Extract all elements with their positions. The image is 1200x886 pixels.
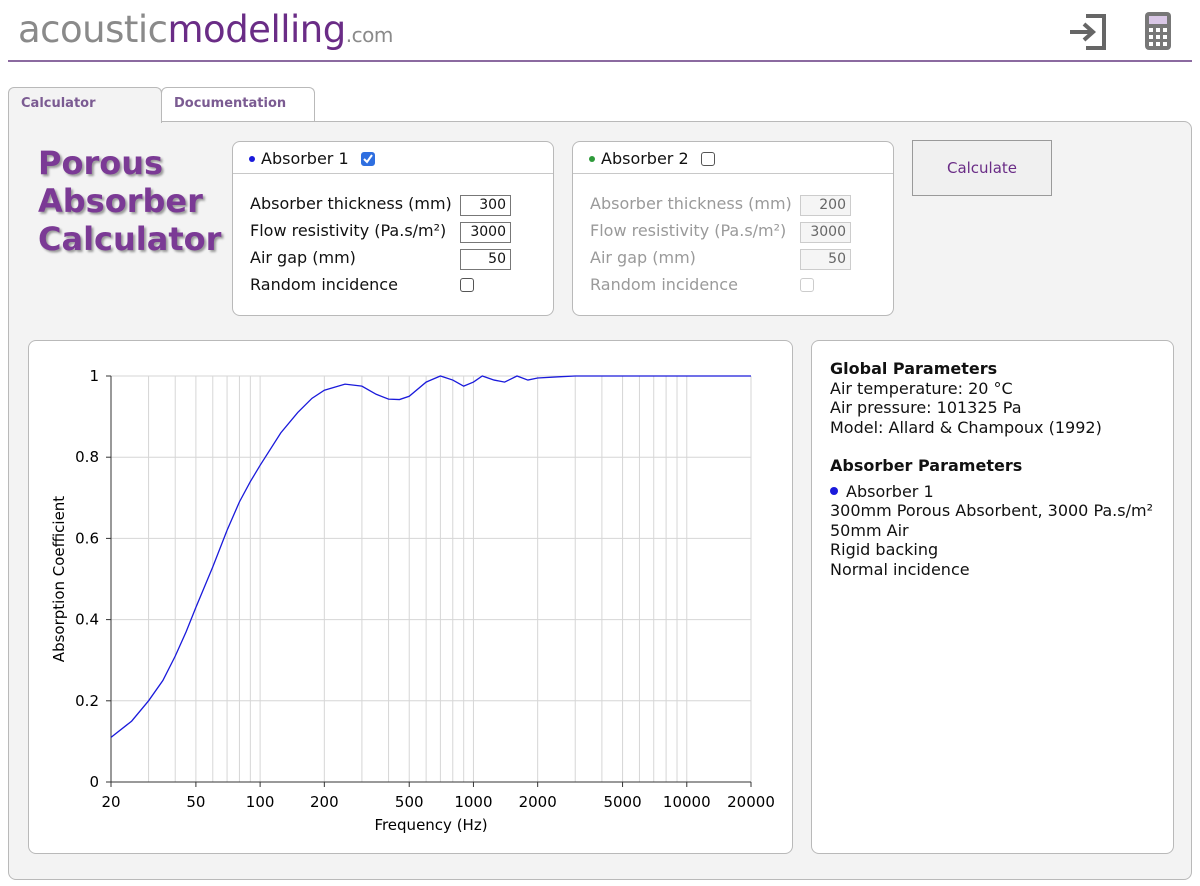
y-tick-label: 0.8 — [75, 448, 99, 466]
info-line: Air pressure: 101325 Pa — [830, 398, 1022, 417]
absorber-box: Absorber 2 Absorber thickness (mm) 200 Flow… — [572, 141, 894, 316]
y-tick-label: 0.6 — [75, 529, 99, 547]
absorber-name: Absorber 2 — [601, 149, 689, 168]
x-tick-label: 500 — [395, 793, 424, 811]
info-panel: Global Parameters Air temperature: 20 °C… — [811, 340, 1174, 854]
y-tick-label: 1 — [89, 367, 99, 385]
info-line: Model: Allard & Champoux (1992) — [830, 417, 1102, 437]
field-input: 50 — [800, 249, 851, 270]
login-icon[interactable] — [1066, 12, 1110, 52]
tab[interactable]: Documentation — [161, 87, 315, 121]
logo-part: acoustic — [18, 8, 168, 51]
x-tick-label: 1000 — [454, 793, 492, 811]
info-lines: Air temperature: 20 °C Air pressure: 1013… — [830, 379, 1155, 438]
field-input[interactable]: 3000 — [460, 222, 511, 243]
y-tick-label: 0.2 — [75, 692, 99, 710]
x-tick-label: 2000 — [519, 793, 557, 811]
field-input: 3000 — [800, 222, 851, 243]
calculator-icon[interactable] — [1143, 11, 1173, 51]
title-line: Absorber — [38, 182, 203, 220]
logo[interactable]: acousticmodelling.com — [18, 8, 393, 51]
checkbox[interactable] — [360, 151, 375, 166]
info-line: Air temperature: 20 °C — [830, 378, 1013, 398]
info-line: Normal incidence — [830, 559, 970, 579]
checkbox[interactable] — [700, 151, 715, 166]
chart: 0 0.2 0.4 0.6 0.8 1 20 50 100 200 500 1000 2000 5000 1… — [50, 367, 775, 834]
y-tick-label: 0.4 — [75, 611, 99, 629]
calculate-button[interactable]: Calculate — [912, 140, 1052, 196]
field-label: Random incidence — [590, 275, 738, 294]
logo-part: .com — [345, 23, 394, 47]
logo-part: modelling — [167, 8, 347, 51]
title-line: Porous — [38, 144, 164, 182]
absorber-header: Absorber 2 — [589, 149, 715, 168]
x-tick-label: 10000 — [663, 793, 711, 811]
absorber-name: Absorber 1 — [846, 481, 934, 501]
title-line: Calculator — [38, 220, 222, 258]
field-label: Absorber thickness (mm) — [590, 194, 792, 213]
tab[interactable]: Calculator — [8, 87, 162, 123]
absorber-box: Absorber 1 Absorber thickness (mm) 300 Flow… — [232, 141, 554, 316]
x-tick-label: 20000 — [727, 793, 775, 811]
field-label: Flow resistivity (Pa.s/m²) — [590, 221, 787, 240]
field-input[interactable]: 50 — [460, 249, 511, 270]
info-heading: Global Parameters — [830, 359, 998, 378]
info-lines: 300mm Porous Absorbent, 3000 Pa.s/m² 50mm… — [830, 501, 1155, 579]
x-tick-label: 100 — [246, 793, 275, 811]
absorber-dot — [589, 155, 595, 162]
info-heading: Absorber Parameters — [830, 456, 1023, 475]
field-label: Air gap (mm) — [590, 248, 696, 267]
field-label: Random incidence — [250, 275, 398, 294]
x-tick-label: 200 — [310, 793, 339, 811]
x-tick-label: 50 — [186, 793, 205, 811]
check-mark — [362, 153, 373, 164]
page-title: Porous Absorber Calculator — [38, 144, 221, 258]
field-input: 200 — [800, 195, 851, 216]
absorber-dot — [249, 155, 255, 162]
field-label: Absorber thickness (mm) — [250, 194, 452, 213]
field-label: Flow resistivity (Pa.s/m²) — [250, 221, 447, 240]
absorber-name: Absorber 1 — [261, 149, 349, 168]
info-line: 50mm Air — [830, 520, 909, 540]
data-line — [110, 375, 751, 738]
separator — [573, 173, 893, 174]
absorber-header: Absorber 1 — [249, 149, 375, 168]
checkbox[interactable] — [460, 278, 474, 292]
separator — [233, 173, 553, 174]
x-tick-label: 5000 — [603, 793, 641, 811]
field-input[interactable]: 300 — [460, 195, 511, 216]
y-tick-label: 0 — [89, 773, 99, 791]
info-line: 300mm Porous Absorbent, 3000 Pa.s/m² — [830, 501, 1153, 520]
x-tick-label: 20 — [101, 793, 120, 811]
absorber-dot — [830, 487, 838, 496]
field-label: Air gap (mm) — [250, 248, 356, 267]
y-axis-label: Absorption Coefficient — [50, 496, 68, 662]
info-line: Rigid backing — [830, 540, 939, 559]
header-rule — [8, 60, 1192, 62]
checkbox[interactable] — [800, 278, 814, 292]
x-axis-label: Frequency (Hz) — [374, 816, 487, 834]
chart-box: 0 0.2 0.4 0.6 0.8 1 20 50 100 200 500 1000 2000 5000 1… — [28, 340, 793, 854]
info-absorber: Absorber 1 — [830, 482, 1155, 502]
